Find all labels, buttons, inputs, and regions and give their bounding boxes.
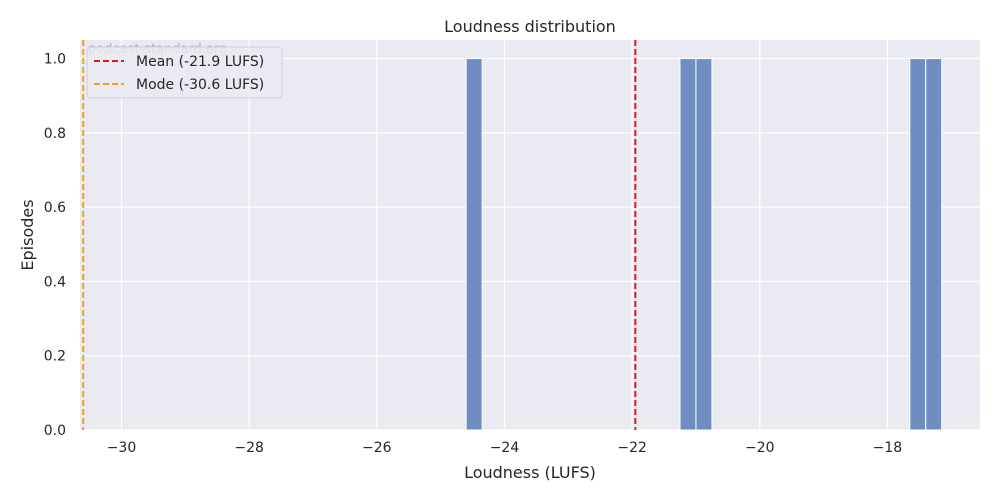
- legend-label-mean: Mean (-21.9 LUFS): [136, 54, 264, 70]
- x-tick-label: −20: [745, 440, 775, 456]
- x-tick-label: −18: [873, 440, 903, 456]
- grid-lines: [80, 40, 980, 431]
- y-tick-label: 0.4: [44, 274, 66, 290]
- x-tick-label: −26: [362, 440, 392, 456]
- reference-lines: [82, 40, 637, 430]
- histogram-bar: [465, 58, 483, 431]
- y-tick-label: 1.0: [44, 52, 66, 68]
- histogram-bar: [679, 58, 697, 431]
- legend: Mean (-21.9 LUFS) Mode (-30.6 LUFS): [86, 46, 283, 99]
- x-axis-label: Loudness (LUFS): [464, 463, 596, 482]
- histogram-bar: [909, 58, 927, 431]
- y-tick-label: 0.6: [44, 200, 66, 216]
- histogram-bars: [465, 58, 943, 431]
- y-tick-label: 0.2: [44, 349, 66, 365]
- x-tick-label: −24: [490, 440, 520, 456]
- x-tick-label: −30: [107, 440, 137, 456]
- y-tick-label: 0.8: [44, 126, 66, 142]
- x-tick-label: −22: [617, 440, 647, 456]
- x-axis-ticks: −30 −28 −26 −24 −22 −20 −18: [107, 440, 903, 456]
- legend-box: [86, 46, 283, 99]
- y-axis-label: Episodes: [18, 199, 37, 270]
- y-tick-label: 0.0: [44, 423, 66, 439]
- histogram-bar: [925, 58, 943, 431]
- legend-label-mode: Mode (-30.6 LUFS): [136, 77, 264, 93]
- y-axis-ticks: 0.0 0.2 0.4 0.6 0.8 1.0: [44, 52, 66, 439]
- plot-background: [80, 40, 980, 430]
- chart-title: Loudness distribution: [444, 17, 616, 36]
- histogram-bar: [695, 58, 713, 431]
- x-tick-label: −28: [234, 440, 264, 456]
